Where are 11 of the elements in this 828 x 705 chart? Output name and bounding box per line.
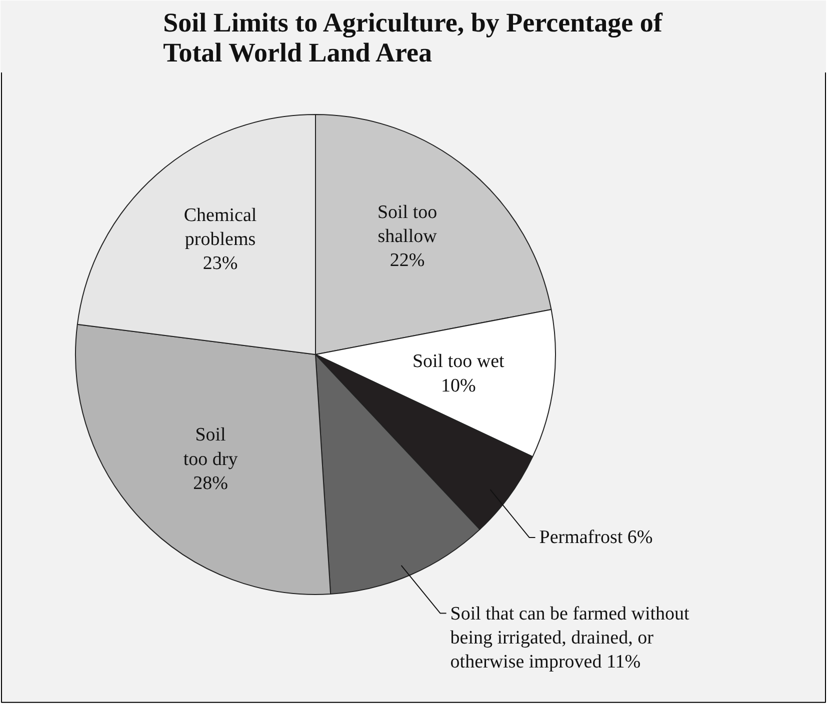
slice-label: Soil too wet (412, 351, 506, 372)
data-label: 28% (193, 473, 228, 494)
slice-label: Chemical problems (184, 204, 257, 250)
data-label: 22% (390, 250, 425, 272)
data-label: 23% (202, 253, 238, 274)
slice-label: Permafrost 6% (539, 526, 653, 548)
slice-label: Soil that can be farmed without being irrigated, drained, or otherwise improved 11% (450, 603, 690, 673)
slice-label: Soil too shallow (377, 202, 438, 247)
chart-title: Soil Limits to Agriculture, by Percentage of Total World Land Area (163, 8, 664, 68)
data-label: 10% (440, 375, 476, 396)
slice-label: Soil too dry (183, 424, 238, 470)
